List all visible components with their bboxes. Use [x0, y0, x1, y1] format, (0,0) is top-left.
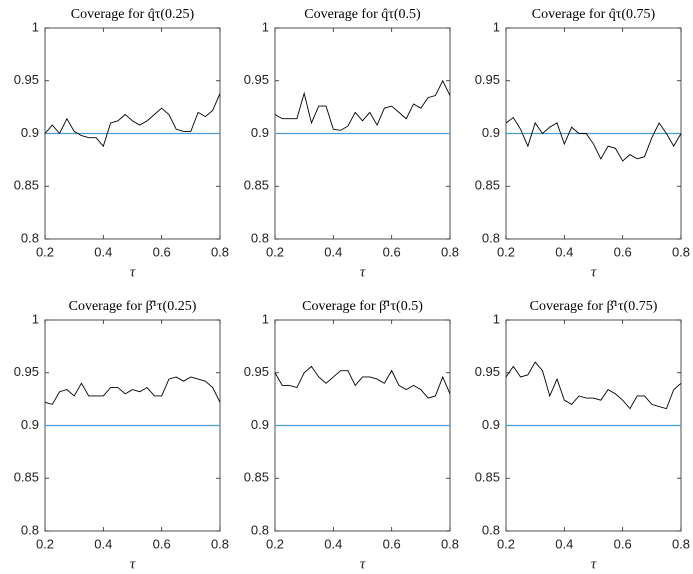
y-tick-label: 0.8 [482, 522, 500, 537]
y-tick-label: 0.85 [244, 470, 269, 485]
series-line [274, 79, 451, 131]
y-tick-label: 0.8 [482, 230, 500, 245]
y-tick-label: 0.8 [251, 522, 269, 537]
y-tick-label: 0.95 [475, 364, 500, 379]
x-tick-label: 0.6 [614, 536, 632, 551]
y-tick-label: 0.8 [21, 522, 39, 537]
x-tick-label: 0.2 [36, 244, 54, 259]
chart-title: Coverage for β̂¹τ(0.75) [530, 299, 658, 314]
y-tick-label: 1 [262, 311, 269, 326]
x-tick-label: 0.8 [672, 536, 690, 551]
series-line [44, 93, 221, 148]
y-tick-label: 0.9 [482, 125, 500, 140]
y-tick-label: 0.8 [21, 230, 39, 245]
x-tick-label: 0.6 [614, 244, 632, 259]
x-axis-label: τ [591, 556, 597, 572]
y-tick-label: 1 [493, 19, 500, 34]
series-line [505, 117, 682, 162]
series-line [44, 376, 221, 405]
x-axis-label: τ [360, 556, 366, 572]
x-tick-label: 0.2 [497, 536, 515, 551]
x-tick-label: 0.8 [441, 244, 459, 259]
y-tick-label: 0.9 [482, 417, 500, 432]
x-tick-label: 0.4 [94, 244, 112, 259]
y-tick-label: 0.85 [14, 470, 39, 485]
y-tick-label: 0.9 [251, 125, 269, 140]
y-tick-label: 0.85 [14, 178, 39, 193]
x-tick-label: 0.4 [94, 536, 112, 551]
series-line [505, 361, 682, 410]
y-tick-label: 0.95 [14, 364, 39, 379]
x-tick-label: 0.6 [383, 536, 401, 551]
y-tick-label: 1 [32, 311, 39, 326]
y-tick-label: 1 [262, 19, 269, 34]
x-tick-label: 0.8 [672, 244, 690, 259]
x-tick-label: 0.4 [324, 536, 342, 551]
x-axis-label: τ [360, 264, 366, 280]
y-tick-label: 0.9 [21, 417, 39, 432]
x-axis-label: τ [130, 264, 136, 280]
y-tick-label: 0.95 [244, 72, 269, 87]
x-tick-label: 0.4 [555, 244, 573, 259]
x-tick-label: 0.4 [555, 536, 573, 551]
series-line [274, 365, 451, 399]
y-tick-label: 0.95 [244, 364, 269, 379]
x-tick-label: 0.6 [383, 244, 401, 259]
chart-title: Coverage for q̂τ(0.5) [304, 7, 421, 22]
y-tick-label: 0.85 [475, 178, 500, 193]
x-axis-label: τ [130, 556, 136, 572]
y-tick-label: 0.9 [21, 125, 39, 140]
y-tick-label: 1 [493, 311, 500, 326]
x-tick-label: 0.8 [441, 536, 459, 551]
y-tick-label: 0.95 [14, 72, 39, 87]
y-tick-label: 0.95 [475, 72, 500, 87]
x-tick-label: 0.6 [153, 244, 171, 259]
x-tick-label: 0.2 [36, 536, 54, 551]
chart-title: Coverage for q̂τ(0.75) [532, 7, 656, 22]
x-tick-label: 0.6 [153, 536, 171, 551]
x-tick-label: 0.8 [211, 244, 229, 259]
x-tick-label: 0.4 [324, 244, 342, 259]
x-axis-label: τ [591, 264, 597, 280]
x-tick-label: 0.2 [266, 244, 284, 259]
x-tick-label: 0.2 [497, 244, 515, 259]
chart-title: Coverage for β̂¹τ(0.25) [69, 299, 197, 314]
chart-title: Coverage for q̂τ(0.25) [71, 7, 195, 22]
y-tick-label: 0.9 [251, 417, 269, 432]
chart-title: Coverage for β̂¹τ(0.5) [302, 299, 423, 314]
x-tick-label: 0.8 [211, 536, 229, 551]
y-tick-label: 0.85 [244, 178, 269, 193]
y-tick-label: 0.85 [475, 470, 500, 485]
y-tick-label: 1 [32, 19, 39, 34]
y-tick-label: 0.8 [251, 230, 269, 245]
x-tick-label: 0.2 [266, 536, 284, 551]
